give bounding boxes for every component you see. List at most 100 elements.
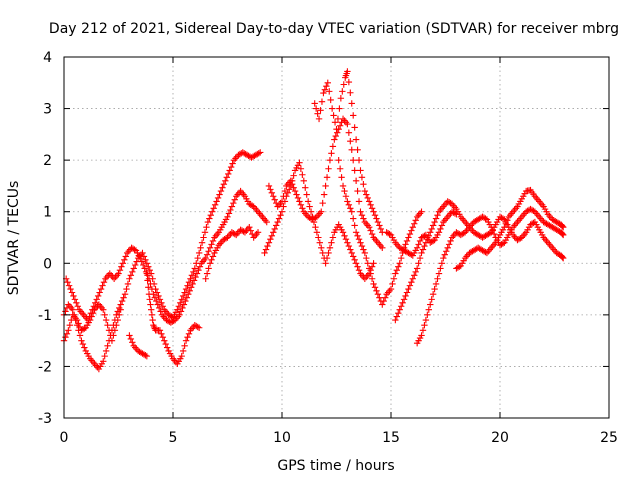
- data-point: [345, 129, 353, 136]
- data-point: [350, 215, 357, 222]
- data-point: [364, 194, 371, 202]
- data-point: [329, 143, 337, 150]
- data-point: [182, 285, 190, 293]
- data-point: [94, 292, 102, 300]
- data-point: [203, 223, 210, 231]
- data-point: [175, 303, 183, 310]
- data-point: [277, 211, 284, 219]
- data-point: [148, 285, 156, 293]
- data-point: [191, 265, 198, 272]
- data-point: [347, 205, 354, 212]
- x-tick-label: 10: [273, 430, 291, 446]
- data-point: [370, 260, 377, 267]
- data-point: [366, 198, 373, 205]
- data-point: [324, 79, 331, 86]
- data-point: [361, 187, 369, 195]
- data-point: [434, 211, 441, 219]
- data-point: [341, 232, 348, 239]
- data-point: [271, 196, 278, 203]
- data-point: [202, 275, 209, 282]
- data-point: [228, 203, 236, 210]
- data-point: [195, 249, 203, 257]
- data-point: [206, 215, 213, 222]
- data-point: [351, 256, 358, 264]
- data-point: [406, 230, 414, 238]
- data-point: [326, 88, 333, 95]
- data-point: [312, 223, 319, 231]
- data-point: [127, 272, 135, 279]
- data-point: [333, 126, 340, 133]
- data-point: [386, 230, 393, 238]
- data-point: [431, 285, 438, 293]
- data-point: [193, 270, 201, 277]
- data-point: [320, 89, 327, 97]
- data-point: [302, 184, 309, 191]
- data-point: [267, 186, 274, 193]
- data-point: [392, 316, 399, 324]
- data-point: [329, 234, 337, 241]
- data-point: [274, 218, 281, 226]
- data-point: [318, 208, 325, 215]
- data-point: [89, 309, 97, 317]
- x-tick-label: 0: [60, 430, 69, 446]
- data-point: [350, 112, 357, 119]
- data-point: [156, 296, 164, 303]
- data-point: [130, 265, 137, 272]
- data-point: [425, 306, 432, 313]
- data-point: [408, 278, 415, 286]
- data-point: [97, 285, 105, 293]
- data-point: [360, 181, 367, 188]
- data-point: [396, 260, 403, 267]
- data-point: [275, 215, 283, 222]
- data-point: [376, 222, 383, 229]
- data-point: [437, 225, 444, 233]
- data-point: [113, 321, 120, 329]
- data-point: [360, 215, 367, 222]
- series-track-5: [143, 270, 203, 368]
- data-point: [227, 163, 235, 171]
- data-point: [559, 223, 566, 230]
- data-point: [229, 160, 236, 167]
- data-point: [197, 244, 204, 252]
- data-point: [224, 213, 231, 221]
- series-track-6: [202, 223, 262, 282]
- data-point: [323, 83, 330, 90]
- data-point: [116, 266, 124, 274]
- data-point: [181, 342, 188, 349]
- data-point: [339, 88, 346, 95]
- data-point: [270, 229, 277, 236]
- data-point: [297, 201, 305, 209]
- data-point: [271, 225, 278, 233]
- data-point: [316, 239, 323, 246]
- data-point: [142, 352, 149, 359]
- data-point: [348, 100, 355, 107]
- data-point: [265, 182, 273, 190]
- data-point: [62, 334, 69, 341]
- data-point: [393, 313, 401, 320]
- data-point: [501, 223, 508, 231]
- data-point: [206, 260, 214, 267]
- data-point: [374, 218, 382, 226]
- data-point: [96, 289, 103, 296]
- data-point: [288, 181, 296, 188]
- data-point: [409, 275, 416, 282]
- data-point: [176, 311, 183, 319]
- data-point: [272, 222, 280, 229]
- data-point: [419, 246, 427, 253]
- data-point: [115, 270, 122, 277]
- data-point: [338, 174, 345, 181]
- data-point: [358, 211, 366, 219]
- data-point: [438, 260, 446, 267]
- data-point: [187, 284, 195, 291]
- data-point: [127, 335, 135, 343]
- data-point: [347, 89, 354, 96]
- data-point: [205, 248, 212, 255]
- data-point: [402, 241, 409, 248]
- data-point: [79, 340, 87, 348]
- data-point: [179, 347, 187, 355]
- data-point: [81, 344, 88, 351]
- data-point: [354, 146, 361, 154]
- data-point: [126, 275, 133, 282]
- data-point: [71, 296, 79, 303]
- data-point: [93, 296, 100, 303]
